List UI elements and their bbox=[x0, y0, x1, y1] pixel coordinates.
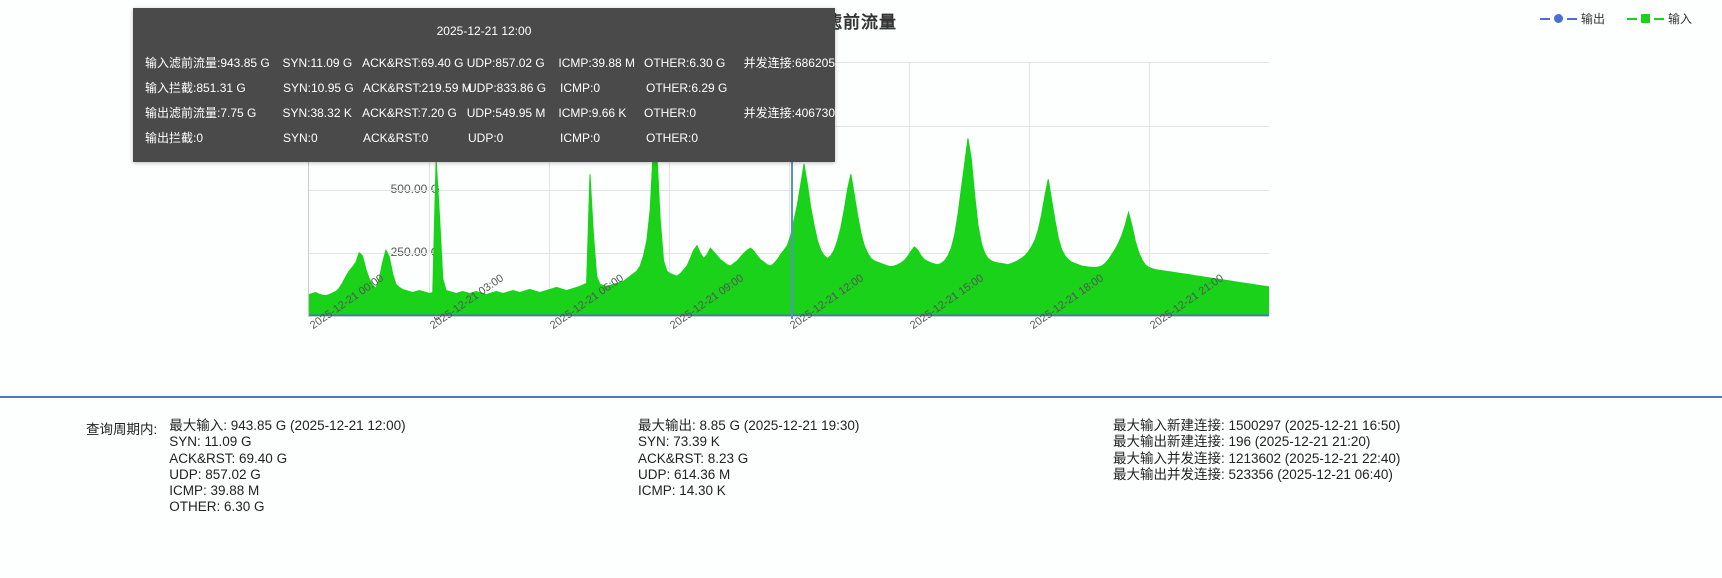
legend-item-input[interactable]: 输入 bbox=[1626, 10, 1692, 27]
tooltip-cell-other: OTHER:6.30 G bbox=[644, 56, 726, 70]
tooltip-cell-udp: UDP:833.86 G bbox=[468, 81, 547, 95]
legend-line-output-2 bbox=[1566, 17, 1577, 20]
tooltip-cell-icmp: ICMP:0 bbox=[560, 131, 601, 145]
summary-column-connections: 最大输入新建连接: 1500297 (2025-12-21 16:50) 最大输出… bbox=[1113, 418, 1400, 483]
summary-line: 最大输入新建连接: 1500297 (2025-12-21 16:50) bbox=[1113, 418, 1401, 433]
legend-label-input: 输入 bbox=[1667, 12, 1692, 26]
summary-line: 最大输出并发连接: 523356 (2025-12-21 06:40) bbox=[1113, 466, 1393, 482]
tooltip-cell-udp: UDP:857.02 G bbox=[466, 56, 545, 70]
summary-line: ACK&RST: 8.23 G bbox=[638, 450, 749, 466]
summary-line: SYN: 73.39 K bbox=[638, 434, 720, 450]
gridline-vertical bbox=[1029, 62, 1030, 317]
summary-line: UDP: 857.02 G bbox=[169, 466, 261, 482]
gridline-vertical bbox=[909, 62, 910, 317]
summary-line: ACK&RST: 69.40 G bbox=[169, 450, 288, 466]
summary-line: 最大输出: 8.85 G (2025-12-21 19:30) bbox=[638, 418, 860, 433]
tooltip-cell-syn: SYN:0 bbox=[283, 131, 318, 145]
tooltip-cell-syn: SYN:11.09 G bbox=[282, 56, 353, 70]
tooltip-cell-ackrst: ACK&RST:7.20 G bbox=[362, 106, 457, 120]
tooltip-cell-connections: 并发连接:686205 bbox=[743, 56, 836, 70]
tooltip-row: 输入滤前流量:943.85 G SYN:11.09 G ACK&RST:69.40 … bbox=[133, 50, 835, 75]
legend-item-output[interactable]: 输出 bbox=[1539, 10, 1605, 27]
tooltip-cell-name: 输入滤前流量:943.85 G bbox=[145, 56, 270, 70]
legend-line-output bbox=[1539, 17, 1550, 20]
tooltip-rows: 输入滤前流量:943.85 G SYN:11.09 G ACK&RST:69.40 … bbox=[133, 50, 835, 150]
tooltip-cell-other: OTHER:0 bbox=[644, 106, 697, 120]
tooltip-cell-name: 输出拦截:0 bbox=[145, 131, 204, 145]
legend-marker-square-icon bbox=[1640, 14, 1650, 23]
summary-line: 最大输出新建连接: 196 (2025-12-21 21:20) bbox=[1113, 434, 1371, 450]
legend-marker-circle-icon bbox=[1553, 14, 1563, 23]
summary-line: SYN: 11.09 G bbox=[169, 434, 252, 450]
x-axis-line bbox=[309, 316, 1269, 317]
tooltip-cell-syn: SYN:10.95 G bbox=[283, 81, 354, 95]
chart-tooltip: 2025-12-21 12:00 输入滤前流量:943.85 G SYN:11.0… bbox=[133, 8, 835, 162]
tooltip-cell-connections: 并发连接:406730 bbox=[743, 106, 836, 120]
summary-period-label: 查询周期内: bbox=[86, 422, 158, 437]
summary-line: ICMP: 14.30 K bbox=[638, 483, 726, 499]
legend-line-input bbox=[1626, 17, 1637, 20]
tooltip-cell-udp: UDP:0 bbox=[468, 131, 504, 145]
gridline-vertical bbox=[1149, 62, 1150, 317]
legend-label-output: 输出 bbox=[1580, 12, 1605, 26]
summary-line: ICMP: 39.88 M bbox=[169, 483, 260, 499]
tooltip-time: 2025-12-21 12:00 bbox=[436, 24, 532, 38]
tooltip-row: 输入拦截:851.31 G SYN:10.95 G ACK&RST:219.59 M… bbox=[133, 75, 835, 100]
summary-column-output: 最大输出: 8.85 G (2025-12-21 19:30) SYN: 73.3… bbox=[638, 418, 859, 499]
section-divider bbox=[0, 396, 1722, 398]
summary-line: 最大输入: 943.85 G (2025-12-21 12:00) bbox=[169, 418, 406, 433]
chart-legend: 输出 输入 bbox=[1539, 10, 1692, 27]
tooltip-cell-other: OTHER:0 bbox=[646, 131, 699, 145]
chart-container: 滤前流量 输出 输入 1.00 T750.00 G500.00 G250.00 … bbox=[133, 8, 1692, 332]
tooltip-row: 输出滤前流量:7.75 G SYN:38.32 K ACK&RST:7.20 G UD… bbox=[133, 100, 835, 125]
tooltip-cell-ackrst: ACK&RST:0 bbox=[363, 131, 429, 145]
summary-line: OTHER: 6.30 G bbox=[169, 499, 265, 515]
tooltip-cell-name: 输入拦截:851.31 G bbox=[145, 81, 246, 95]
summary-output-lines: 最大输出: 8.85 G (2025-12-21 19:30) SYN: 73.3… bbox=[638, 418, 859, 499]
tooltip-cell-icmp: ICMP:0 bbox=[560, 81, 601, 95]
summary-connection-lines: 最大输入新建连接: 1500297 (2025-12-21 16:50) 最大输出… bbox=[1113, 418, 1400, 483]
tooltip-cell-udp: UDP:549.95 M bbox=[466, 106, 546, 120]
summary-line: 最大输入并发连接: 1213602 (2025-12-21 22:40) bbox=[1113, 450, 1401, 466]
cursor-line[interactable] bbox=[790, 14, 793, 319]
tooltip-cell-icmp: ICMP:39.88 M bbox=[558, 56, 636, 70]
summary-line: UDP: 614.36 M bbox=[638, 466, 731, 482]
tooltip-row: 输出拦截:0 SYN:0 ACK&RST:0 UDP:0 ICMP:0 OTHER:0 bbox=[133, 125, 835, 150]
chart-title: 滤前流量 bbox=[825, 13, 897, 32]
tooltip-cell-syn: SYN:38.32 K bbox=[282, 106, 352, 120]
tooltip-cell-name: 输出滤前流量:7.75 G bbox=[145, 106, 257, 120]
tooltip-cell-other: OTHER:6.29 G bbox=[646, 81, 728, 95]
summary-column-input: 查询周期内: 最大输入: 943.85 G (2025-12-21 12:00)… bbox=[86, 418, 406, 516]
tooltip-cell-ackrst: ACK&RST:219.59 M bbox=[363, 81, 472, 95]
summary-input-lines: 最大输入: 943.85 G (2025-12-21 12:00) SYN: 11… bbox=[169, 418, 405, 516]
tooltip-cell-ackrst: ACK&RST:69.40 G bbox=[362, 56, 464, 70]
tooltip-cell-icmp: ICMP:9.66 K bbox=[558, 106, 627, 120]
legend-line-input-2 bbox=[1653, 17, 1664, 20]
